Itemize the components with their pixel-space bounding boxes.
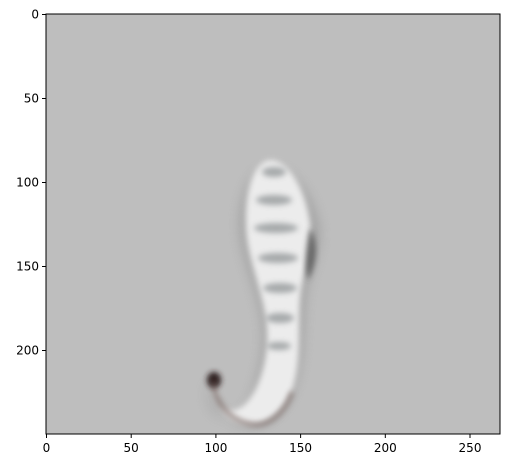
y-tick-label: 150 (16, 260, 39, 274)
x-tick-label: 100 (204, 441, 227, 455)
y-tick-label: 50 (24, 92, 39, 106)
x-tick-label: 0 (43, 441, 51, 455)
seahorse-shape (206, 160, 320, 427)
x-tick-label: 150 (289, 441, 312, 455)
y-tick-label: 200 (16, 344, 39, 358)
x-tick-label: 50 (124, 441, 139, 455)
y-axis: 0 50 100 150 200 (16, 8, 46, 358)
x-tick-label: 200 (374, 441, 397, 455)
x-axis: 0 50 100 150 200 250 (43, 434, 482, 455)
plot-frame (45, 13, 501, 435)
x-tick-label: 250 (459, 441, 482, 455)
y-tick-label: 100 (16, 176, 39, 190)
y-tick-label: 0 (31, 8, 39, 22)
